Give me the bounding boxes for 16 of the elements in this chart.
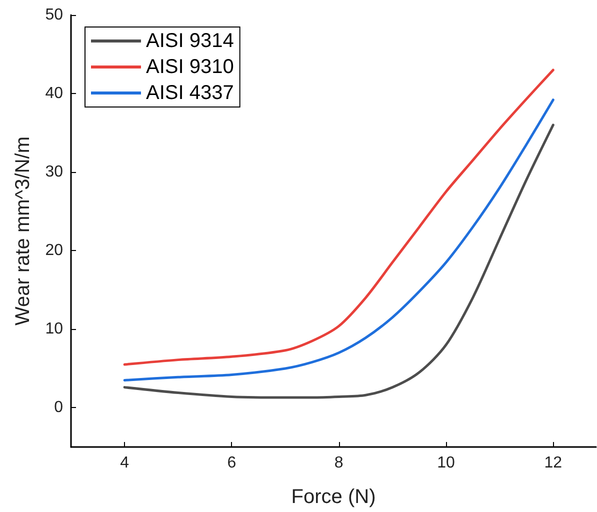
legend-label: AISI 4337 xyxy=(146,82,234,104)
x-tick-label: 12 xyxy=(544,454,562,472)
x-tick-label: 8 xyxy=(334,454,344,472)
legend-label: AISI 9314 xyxy=(146,30,234,52)
legend-label: AISI 9310 xyxy=(146,56,234,78)
y-tick-label: 20 xyxy=(45,242,64,260)
y-tick-label: 30 xyxy=(45,164,64,181)
x-tick-label: 10 xyxy=(437,454,455,472)
y-tick-label: 10 xyxy=(45,320,64,338)
y-axis-title: Wear rate mm^3/N/m xyxy=(12,136,34,326)
y-tick-label: 50 xyxy=(45,6,64,24)
y-tick-label: 40 xyxy=(45,85,64,102)
x-tick-label: 4 xyxy=(120,454,130,472)
x-axis-title: Force (N) xyxy=(291,486,376,508)
y-tick-label: 0 xyxy=(54,399,64,416)
x-tick-label: 6 xyxy=(227,454,236,472)
